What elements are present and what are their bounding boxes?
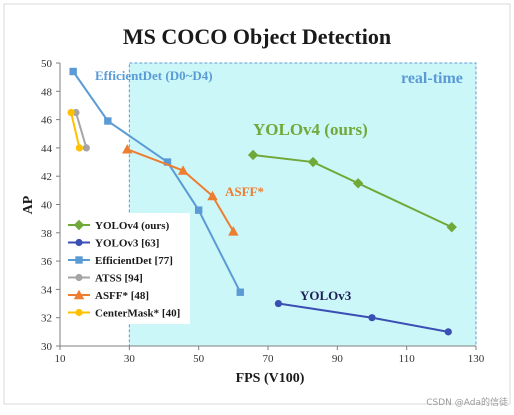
series-line-4 bbox=[126, 148, 235, 232]
data-point bbox=[82, 144, 90, 152]
data-point bbox=[446, 221, 457, 233]
data-point bbox=[122, 144, 133, 154]
data-point bbox=[163, 158, 172, 166]
legend-marker bbox=[75, 308, 83, 317]
series-line-3 bbox=[74, 112, 88, 149]
series-line-0 bbox=[252, 153, 453, 229]
legend-marker bbox=[73, 289, 85, 300]
watermark: CSDN @Ada的信徒 bbox=[426, 398, 508, 408]
data-point bbox=[247, 149, 259, 161]
data-point bbox=[104, 117, 112, 125]
y-tick-label: 46 bbox=[41, 115, 53, 127]
legend-entry: CenterMask* [40] bbox=[95, 308, 180, 320]
legend-marker bbox=[75, 256, 83, 264]
y-tick-label: 36 bbox=[41, 256, 53, 268]
data-point bbox=[236, 288, 244, 296]
y-axis-label: AP bbox=[21, 195, 36, 214]
legend-marker bbox=[75, 273, 83, 282]
annotation-efficientdet-range: EfficientDet (D0~D4) bbox=[95, 68, 213, 83]
legend-entry: EfficientDet [77] bbox=[95, 255, 173, 267]
legend-entry: ASFF* [48] bbox=[95, 290, 149, 302]
y-tick-label: 38 bbox=[41, 228, 53, 240]
legend-entry: ATSS [94] bbox=[95, 273, 143, 285]
legend: YOLOv4 (ours) YOLOv3 [63] EfficientDet [77… bbox=[62, 213, 190, 324]
y-tick-label: 44 bbox=[41, 143, 53, 155]
y-tick-label: 48 bbox=[41, 86, 53, 98]
chart-border bbox=[3, 3, 511, 405]
data-point bbox=[207, 190, 218, 201]
annotation-real-time: real-time bbox=[401, 70, 463, 87]
data-point bbox=[75, 144, 84, 152]
y-tick-label: 40 bbox=[41, 200, 53, 212]
data-point bbox=[228, 226, 239, 236]
y-tick-label: 32 bbox=[41, 313, 52, 325]
data-point bbox=[67, 108, 75, 117]
x-tick-label: 90 bbox=[332, 353, 344, 365]
data-point bbox=[352, 178, 364, 189]
y-tick-label: 34 bbox=[41, 284, 53, 296]
x-tick-label: 10 bbox=[55, 353, 67, 365]
y-tick-label: 30 bbox=[41, 341, 53, 353]
legend-box bbox=[62, 213, 190, 324]
x-tick-label: 110 bbox=[399, 353, 416, 365]
annotation-asff: ASFF* bbox=[225, 184, 264, 199]
data-point bbox=[307, 156, 319, 168]
data-point bbox=[177, 165, 189, 175]
data-point bbox=[274, 299, 282, 308]
legend-entry: YOLOv4 (ours) bbox=[95, 220, 170, 232]
legend-entry: YOLOv3 [63] bbox=[95, 238, 159, 250]
series-line-5 bbox=[70, 112, 81, 149]
x-tick-label: 70 bbox=[263, 353, 275, 365]
annotation-yolov4: YOLOv4 (ours) bbox=[253, 120, 368, 139]
annotation-yolov3: YOLOv3 bbox=[300, 288, 352, 303]
y-tick-label: 50 bbox=[41, 58, 53, 70]
legend-marker bbox=[73, 219, 85, 231]
x-axis-label: FPS (V100) bbox=[236, 371, 305, 386]
data-point bbox=[368, 314, 376, 322]
y-tick-label: 42 bbox=[41, 171, 52, 183]
data-point bbox=[444, 328, 452, 336]
data-point bbox=[69, 67, 77, 76]
legend-marker bbox=[75, 238, 83, 247]
data-point bbox=[194, 206, 203, 214]
x-tick-label: 30 bbox=[124, 353, 136, 365]
x-tick-label: 130 bbox=[468, 353, 485, 365]
chart-title: MS COCO Object Detection bbox=[123, 24, 391, 49]
x-tick-label: 50 bbox=[193, 353, 205, 365]
